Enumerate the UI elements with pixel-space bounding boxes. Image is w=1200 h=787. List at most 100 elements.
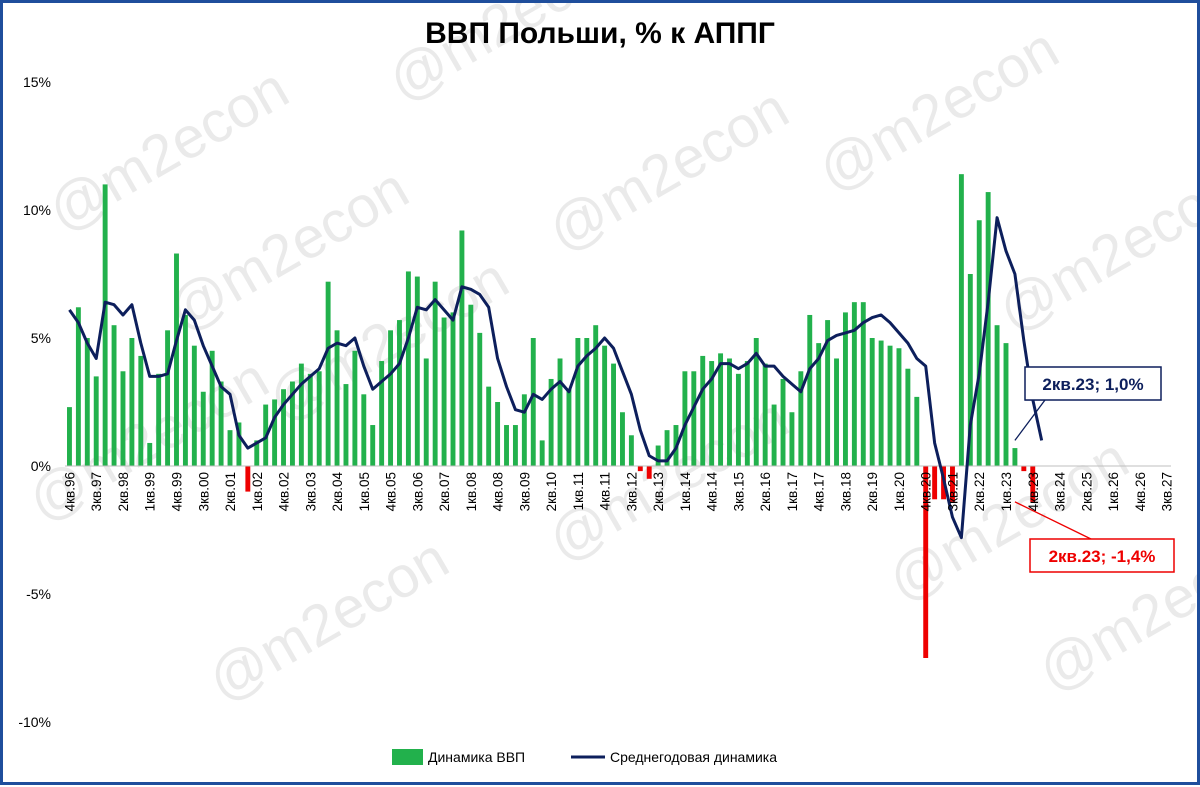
x-tick-label: 4кв.99 — [169, 472, 184, 511]
bar — [352, 350, 358, 466]
bar — [361, 394, 367, 466]
y-tick-label: 0% — [31, 458, 51, 474]
x-tick-label: 4кв.26 — [1133, 472, 1148, 511]
bar — [700, 355, 706, 466]
x-tick-label: 1кв.26 — [1106, 472, 1121, 511]
bar — [343, 384, 349, 466]
bar — [539, 440, 545, 466]
bar — [530, 338, 536, 466]
bar — [896, 348, 902, 466]
x-tick-label: 3кв.12 — [624, 472, 639, 511]
bar — [842, 312, 848, 466]
bar — [423, 358, 429, 466]
bar — [860, 302, 866, 466]
bar — [521, 394, 527, 466]
bar — [182, 314, 188, 466]
bar — [914, 396, 920, 466]
x-tick-label: 4кв.17 — [812, 472, 827, 511]
chart-svg: @m2econ @m2econ@m2econ @m2econ@m2econ @m2ec… — [17, 0, 1200, 765]
bar — [646, 466, 652, 479]
x-tick-label: 2кв.19 — [865, 472, 880, 511]
bar — [334, 330, 340, 466]
legend-label-bar: Динамика ВВП — [428, 749, 525, 765]
bar — [200, 391, 206, 466]
x-tick-label: 2кв.22 — [972, 472, 987, 511]
x-tick-label: 3кв.21 — [945, 472, 960, 511]
bar — [441, 317, 447, 466]
bar — [1012, 448, 1018, 466]
x-tick-label: 1кв.17 — [785, 472, 800, 511]
bar — [102, 184, 108, 466]
bar — [174, 253, 179, 466]
bar — [156, 373, 162, 466]
x-tick-label: 4кв.02 — [277, 472, 292, 511]
x-axis: 4кв.96 3кв.97 2кв.98 1кв.99 4кв.99 3кв.00 2кв.… — [62, 472, 1174, 512]
x-tick-label: 2кв.25 — [1079, 472, 1094, 511]
x-tick-label: 1кв.20 — [892, 472, 907, 511]
annotations-layer: 2кв.23; 1,0% 2кв.23; -1,4% — [1014, 366, 1175, 573]
y-tick-label: 10% — [23, 202, 51, 218]
x-tick-label: 2кв.13 — [651, 472, 666, 511]
bar — [834, 358, 839, 466]
legend-swatch-bar — [392, 749, 423, 765]
bar — [869, 338, 875, 466]
bar — [566, 389, 572, 466]
bar — [887, 345, 893, 466]
x-tick-label: 1кв.99 — [143, 472, 158, 511]
bar — [682, 371, 688, 466]
x-tick-label: 3кв.24 — [1053, 472, 1068, 512]
x-tick-label: 1кв.11 — [571, 472, 586, 510]
bar — [727, 358, 732, 466]
x-tick-label: 4кв.14 — [705, 472, 720, 512]
bar — [878, 340, 884, 466]
y-axis: 15% 10% 5% 0% -5% -10% — [18, 74, 51, 730]
x-tick-label: 3кв.97 — [89, 472, 104, 511]
bar — [84, 338, 90, 466]
watermark-10: @m2econ — [197, 525, 459, 714]
bar — [289, 381, 295, 466]
x-tick-label: 3кв.27 — [1160, 472, 1175, 511]
bar — [281, 389, 286, 466]
x-tick-label: 4кв.11 — [598, 472, 613, 510]
annotation-box — [1029, 538, 1175, 573]
bar — [637, 466, 643, 472]
watermark-3: @m2econ — [537, 75, 799, 264]
bar — [486, 386, 492, 466]
bar — [994, 325, 1000, 466]
bars-layer — [67, 174, 1036, 658]
bar — [932, 466, 938, 500]
bar — [236, 422, 242, 466]
bar — [459, 230, 465, 466]
x-tick-label: 1кв.23 — [999, 472, 1014, 511]
bar — [512, 425, 518, 466]
bar — [816, 343, 822, 466]
legend: Динамика ВВП Среднегодовая динамика — [392, 749, 777, 765]
bar — [477, 332, 483, 466]
bar — [191, 345, 197, 466]
x-tick-label: 2кв.10 — [544, 472, 559, 511]
watermark-5: @m2econ — [987, 155, 1197, 344]
x-tick-label: 2кв.07 — [437, 472, 452, 511]
x-tick-label: 3кв.03 — [303, 472, 318, 511]
bar — [138, 355, 144, 466]
bar — [245, 466, 251, 492]
bar — [691, 371, 697, 466]
bar — [432, 281, 438, 466]
bar — [254, 440, 260, 466]
bar — [985, 192, 991, 466]
y-tick-label: 5% — [31, 330, 51, 346]
bar — [325, 281, 331, 466]
annotation-box — [1024, 366, 1162, 401]
bar — [388, 330, 394, 466]
bar — [129, 338, 135, 466]
bar — [735, 373, 741, 466]
bar — [718, 353, 724, 466]
x-tick-label: 2кв.16 — [758, 472, 773, 511]
bar — [468, 304, 474, 466]
x-tick-label: 2кв.04 — [330, 472, 345, 512]
bar — [620, 412, 625, 466]
annotation-label: 2кв.23; -1,4% — [1049, 547, 1156, 566]
bar — [1003, 343, 1009, 466]
bar — [111, 325, 117, 466]
bar — [771, 404, 777, 466]
